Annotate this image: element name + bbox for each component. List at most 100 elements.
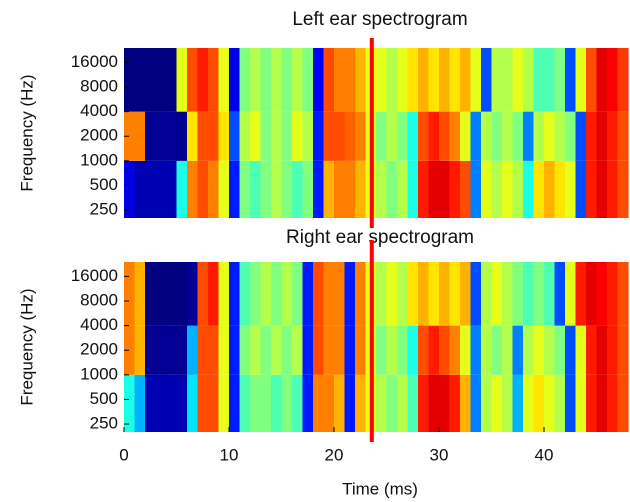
cell	[418, 325, 430, 375]
y-axis-label: Frequency (Hz)	[17, 74, 36, 191]
cell	[355, 48, 367, 112]
cell	[376, 262, 388, 326]
cell	[544, 111, 556, 161]
cell	[397, 374, 409, 432]
cell	[439, 325, 451, 375]
cell	[218, 262, 230, 326]
cell	[187, 111, 199, 161]
cell	[554, 48, 566, 112]
cell	[124, 160, 136, 218]
cell	[512, 160, 524, 218]
cell	[260, 111, 272, 161]
cell	[586, 374, 598, 432]
cell	[145, 325, 157, 375]
x-axis-label: Time (ms)	[342, 479, 418, 498]
cell	[323, 374, 335, 432]
cell	[586, 48, 598, 112]
cell	[229, 374, 241, 432]
cell	[386, 325, 398, 375]
cell	[449, 262, 461, 326]
cell	[502, 262, 514, 326]
cell	[460, 48, 472, 112]
cell	[439, 374, 451, 432]
cell	[187, 325, 199, 375]
x-tick-label: 30	[430, 445, 449, 464]
cell	[145, 48, 157, 112]
y-tick-label: 2000	[80, 340, 118, 359]
x-tick-label: 40	[535, 445, 554, 464]
cell	[386, 262, 398, 326]
y-tick-label: 500	[90, 389, 118, 408]
cell	[166, 374, 178, 432]
cell	[523, 325, 535, 375]
cell	[386, 160, 398, 218]
cell	[386, 48, 398, 112]
cell	[166, 111, 178, 161]
cell	[460, 262, 472, 326]
cell	[313, 48, 325, 112]
cell	[260, 262, 272, 326]
cell	[344, 48, 356, 112]
cell	[449, 374, 461, 432]
cell	[124, 262, 136, 326]
cell	[407, 111, 419, 161]
cell	[397, 262, 409, 326]
cell	[176, 374, 188, 432]
cell	[502, 325, 514, 375]
cell	[439, 48, 451, 112]
cell	[470, 262, 482, 326]
cell	[502, 48, 514, 112]
cell	[187, 48, 199, 112]
cell	[502, 111, 514, 161]
cell	[586, 111, 598, 161]
cell	[428, 160, 440, 218]
cell	[512, 325, 524, 375]
cell	[607, 325, 619, 375]
cell	[187, 160, 199, 218]
cell	[554, 374, 566, 432]
cell	[302, 262, 314, 326]
cell	[355, 325, 367, 375]
cell	[187, 262, 199, 326]
y-tick-label: 8000	[80, 290, 118, 309]
cell	[355, 374, 367, 432]
cell	[449, 160, 461, 218]
cell	[134, 160, 146, 218]
cell	[533, 111, 545, 161]
cell	[397, 111, 409, 161]
cell	[586, 325, 598, 375]
cell	[302, 48, 314, 112]
cell	[376, 111, 388, 161]
cell	[176, 262, 188, 326]
cell	[197, 262, 209, 326]
cell	[271, 111, 283, 161]
cell	[376, 325, 388, 375]
x-tick-label: 0	[119, 445, 128, 464]
cell	[218, 48, 230, 112]
cell	[481, 48, 493, 112]
y-tick-label: 1000	[80, 150, 118, 169]
cell	[323, 325, 335, 375]
cell	[407, 160, 419, 218]
cell	[197, 325, 209, 375]
cell	[596, 262, 608, 326]
cell	[250, 325, 262, 375]
cell	[523, 111, 535, 161]
cell	[533, 374, 545, 432]
cell	[418, 48, 430, 112]
cell	[344, 374, 356, 432]
cell	[544, 374, 556, 432]
cell	[281, 325, 293, 375]
cell	[481, 111, 493, 161]
cell	[260, 48, 272, 112]
cell	[292, 374, 304, 432]
cell	[281, 111, 293, 161]
cell	[155, 48, 167, 112]
cell	[428, 374, 440, 432]
cell	[208, 262, 220, 326]
cell	[292, 325, 304, 375]
chart-title: Left ear spectrogram	[292, 9, 467, 30]
cell	[229, 262, 241, 326]
cell	[596, 160, 608, 218]
cell	[145, 262, 157, 326]
